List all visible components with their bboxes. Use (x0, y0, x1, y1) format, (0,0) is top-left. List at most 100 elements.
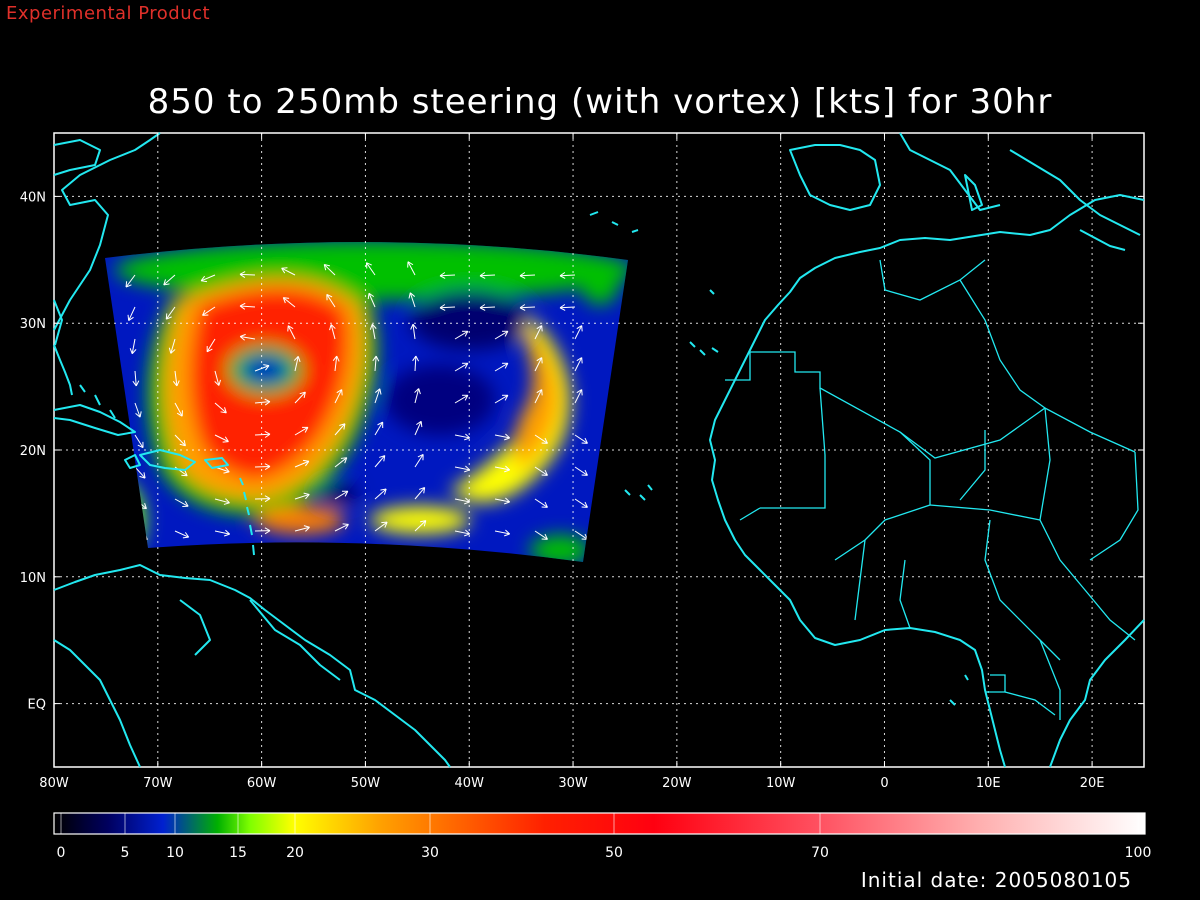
steering-arrow (334, 389, 343, 404)
steering-arrow (559, 304, 576, 311)
steering-arrow (367, 292, 376, 308)
steering-arrow (127, 306, 136, 322)
steering-arrow (172, 370, 180, 387)
lon-tick-label: 60W (247, 776, 277, 791)
steering-arrow (329, 324, 336, 340)
steering-arrow (334, 523, 349, 532)
steering-arrow (559, 272, 576, 279)
steering-arrow (239, 333, 256, 341)
colorbar-tick-label: 5 (121, 845, 130, 861)
colorbar-tick-label: 70 (811, 845, 829, 861)
colorbar-tick-label: 30 (421, 845, 439, 861)
steering-arrow (574, 434, 588, 444)
steering-arrow (534, 498, 548, 508)
steering-speed-field (105, 241, 628, 562)
axis-ticks (53, 133, 1144, 767)
steering-arrow (454, 433, 471, 441)
steering-arrow (326, 293, 336, 308)
steering-arrow (454, 362, 469, 372)
steering-arrow (214, 402, 227, 414)
steering-arrow (494, 362, 509, 372)
colorbar: 0 5 10 15 20 30 50 70 100 (53, 812, 1152, 861)
steering-arrow (574, 357, 583, 372)
lon-tick-label: 20W (662, 776, 692, 791)
steering-arrow (439, 304, 456, 311)
lon-tick-label: 0 (880, 776, 888, 791)
colorbar-tick-label: 100 (1125, 845, 1152, 861)
steering-arrow (407, 261, 416, 276)
steering-arrow (519, 272, 536, 279)
steering-arrow (334, 490, 349, 500)
lat-tick-label: 30N (20, 317, 46, 332)
lat-lon-grid (54, 133, 1144, 767)
steering-arrow (163, 274, 176, 286)
steering-arrow (214, 498, 230, 505)
steering-arrow (239, 302, 256, 310)
steering-arrow (454, 497, 471, 505)
steering-arrow (534, 530, 548, 540)
lat-tick-label: 10N (20, 571, 46, 586)
steering-arrow (281, 267, 296, 276)
steering-arrow (414, 520, 427, 532)
lon-tick-label: 30W (558, 776, 588, 791)
steering-arrow (214, 434, 229, 443)
steering-arrow (239, 271, 256, 278)
steering-arrow (494, 497, 511, 505)
steering-arrow (332, 355, 340, 372)
lat-tick-label: 40N (20, 190, 46, 205)
latitude-labels: EQ 10N 20N 30N 40N (20, 190, 46, 712)
steering-arrow (574, 498, 588, 508)
steering-arrow (174, 498, 189, 507)
lat-tick-label: 20N (20, 444, 46, 459)
steering-arrow (168, 338, 176, 354)
steering-arrow (254, 495, 271, 503)
experimental-product-label: Experimental Product (6, 3, 211, 24)
steering-arrow (534, 389, 543, 404)
colorbar-tick-label: 20 (286, 845, 304, 861)
steering-arrow (534, 357, 543, 372)
lat-tick-label: EQ (28, 698, 46, 713)
colorbar-tick-label: 15 (229, 845, 247, 861)
steering-arrow (534, 434, 548, 444)
lon-tick-label: 70W (143, 776, 173, 791)
steering-arrow (254, 398, 271, 406)
steering-arrow (410, 323, 418, 340)
steering-arrow (134, 466, 146, 479)
steering-arrow (372, 355, 380, 372)
colorbar-tick-label: 10 (166, 845, 184, 861)
steering-arrow (454, 330, 469, 340)
steering-arrow (534, 466, 548, 476)
steering-arrow (134, 402, 142, 418)
steering-arrow (200, 274, 216, 283)
lon-tick-label: 40W (455, 776, 485, 791)
steering-arrow (412, 355, 420, 372)
steering-arrow (494, 330, 509, 340)
steering-arrow (287, 325, 296, 340)
steering-arrow (134, 434, 144, 449)
steering-arrow (214, 529, 231, 537)
steering-arrow (293, 356, 301, 372)
steering-arrow (174, 530, 190, 539)
lon-tick-label: 20E (1080, 776, 1105, 791)
steering-arrow (174, 434, 186, 447)
steering-arrow (479, 304, 496, 311)
steering-arrow (129, 338, 137, 355)
steering-arrow (519, 304, 536, 311)
steering-arrow (374, 488, 387, 500)
steering-arrow (294, 391, 306, 404)
steering-arrow (374, 388, 382, 404)
colorbar-tick-label: 50 (605, 845, 623, 861)
steering-arrow (414, 453, 424, 468)
lon-tick-label: 10W (766, 776, 796, 791)
steering-arrow (574, 466, 588, 476)
steering-arrow (165, 306, 176, 320)
steering-arrow (282, 297, 296, 308)
steering-arrow (132, 370, 140, 387)
steering-arrow (414, 388, 421, 404)
lon-tick-label: 80W (39, 776, 69, 791)
steering-arrow (494, 433, 511, 441)
steering-arrow (454, 394, 469, 404)
colorbar-tick-label: 0 (57, 845, 66, 861)
steering-arrow (254, 463, 271, 471)
steering-arrow (494, 394, 509, 404)
